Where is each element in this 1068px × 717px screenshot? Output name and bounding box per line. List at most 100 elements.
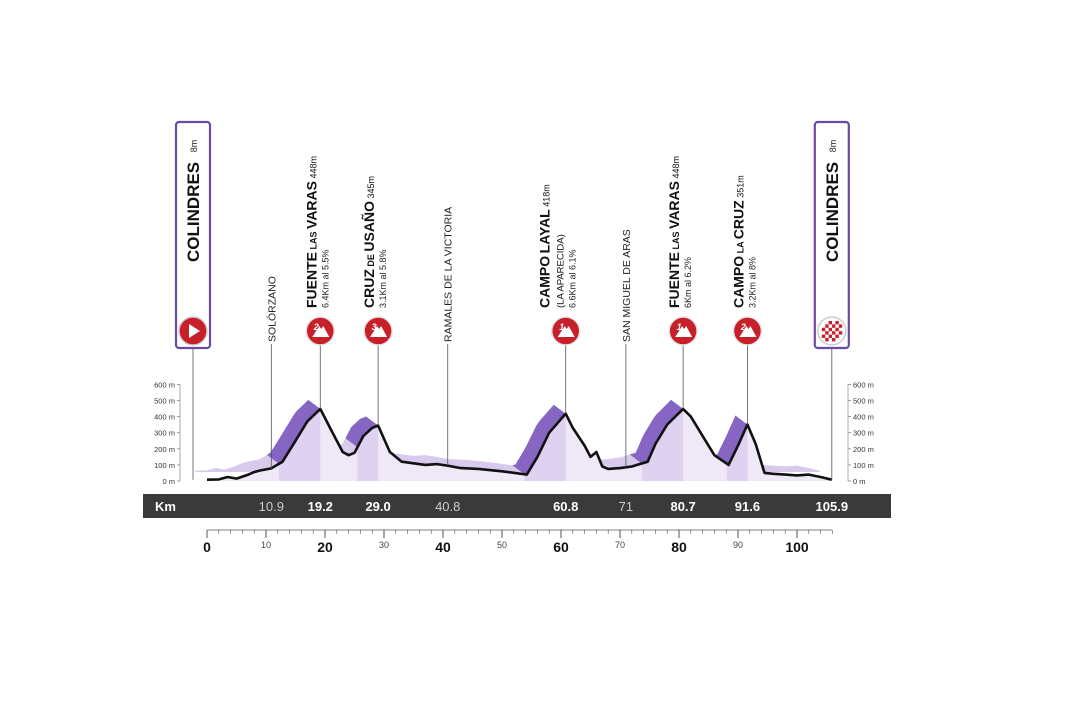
checker-cell — [832, 324, 836, 328]
play-triangle — [189, 324, 200, 338]
y-tick-label-right: 300 m — [853, 429, 874, 438]
y-tick-label-left: 500 m — [154, 397, 175, 406]
y-tick-label-right: 0 m — [853, 477, 866, 486]
y-tick-label-left: 100 m — [154, 461, 175, 470]
climb-name-part3: VARAS — [303, 181, 319, 229]
checker-cell — [825, 338, 829, 342]
climb-name-part1: FUENTE — [666, 252, 682, 308]
finish-marker-alt: 8m — [828, 140, 838, 153]
climb-wash-4 — [641, 408, 684, 481]
km-bar-label-7: 80.7 — [670, 499, 695, 514]
climb-sub-3: (LA APARECIDA) — [556, 234, 567, 308]
place-label-2: RAMALES DE LA VICTORIA — [443, 207, 455, 342]
y-tick-label-left: 0 m — [162, 477, 175, 486]
climb-name-1: FUENTE LAS VARAS 448m — [303, 156, 319, 308]
km-bar-group: Km 10.9 19.2 29.0 40.8 60.8 71 80.7 91.6 105.9 — [143, 494, 891, 518]
climb-name-part3: LAYAL — [537, 209, 553, 254]
x-tick-label-major: 80 — [671, 539, 687, 555]
finish-marker-frame — [813, 120, 850, 350]
climb-name-4: FUENTE LAS VARAS 448m — [666, 156, 682, 308]
km-bar-label-5: 60.8 — [553, 499, 578, 514]
y-tick-label-right: 600 m — [853, 380, 874, 389]
climb-wash-1 — [278, 408, 321, 481]
x-tick-label-minor: 50 — [497, 540, 507, 550]
climb-alt: 345m — [366, 176, 376, 201]
x-tick-label-major: 0 — [203, 539, 211, 555]
climb-band-4 — [629, 399, 684, 464]
mountain-glyph — [739, 326, 757, 337]
km-bar-title: Km — [155, 499, 176, 514]
mountain-glyph — [312, 326, 330, 337]
climb-name-part2: LAS — [671, 229, 681, 252]
place-label-3: SAN MIGUEL DE ARAS — [621, 229, 633, 342]
checker-cell — [825, 324, 829, 328]
x-tick-label-major: 100 — [785, 539, 809, 555]
x-tick-label-major: 60 — [553, 539, 569, 555]
profile-area — [207, 408, 832, 481]
checker-cell — [835, 327, 839, 332]
y-axis-group: 0 m 0 m 100 m 100 m 200 m 200 m 300 m 300 m 400 … — [154, 380, 874, 486]
climb-detail-3: 6.6Km al 6.1% — [568, 249, 578, 308]
x-tick-label-major: 20 — [317, 539, 333, 555]
km-bar-label-8: 91.6 — [735, 499, 760, 514]
climb-name-part3: USAÑO — [360, 201, 377, 252]
y-tick-label-left: 400 m — [154, 413, 175, 422]
label-group: COLINDRES 8m COLINDRES 8m SOLÓRZANO RAMALES D… — [174, 120, 850, 350]
km-bar-label-4: 40.8 — [435, 499, 460, 514]
climb-category: 3 — [372, 322, 377, 332]
y-tick-label-right: 400 m — [853, 413, 874, 422]
checker-cell — [825, 331, 829, 335]
climb-alt: 351m — [735, 175, 745, 200]
y-tick-label-left: 200 m — [154, 445, 175, 454]
climb-detail-5: 3.2Km al 8% — [747, 257, 757, 308]
x-tick-label-minor: 70 — [615, 540, 625, 550]
climb-name-part2: DE — [366, 252, 376, 270]
finish-marker-name: COLINDRES — [823, 162, 842, 262]
checker-cell — [821, 334, 826, 338]
mountain-glyph — [557, 326, 575, 337]
climb-alt: 418m — [542, 184, 552, 209]
place-label-1: SOLÓRZANO — [265, 276, 278, 342]
climb-name-part2: LAS — [308, 229, 318, 252]
climb-detail-1: 6.4Km al 5.5% — [320, 249, 330, 308]
climb-band-3 — [512, 404, 566, 475]
climb-name-part1: CRUZ — [361, 269, 377, 308]
climb-category: 2 — [313, 322, 319, 332]
climb-detail-4: 6Km al 6.2% — [683, 257, 693, 308]
km-bar — [143, 494, 891, 518]
y-tick-label-right: 100 m — [853, 461, 874, 470]
climb-name-3: CAMPO LAYAL 418m — [537, 184, 553, 308]
climb-category: 2 — [740, 322, 746, 332]
y-tick-label-right: 500 m — [853, 397, 874, 406]
mountain-glyph — [675, 326, 693, 337]
climb-wash-3 — [524, 413, 566, 481]
climb-name-part3: VARAS — [666, 181, 682, 229]
reference-lines — [192, 344, 833, 480]
x-tick-label-minor: 90 — [733, 540, 743, 550]
checker-cell — [832, 331, 836, 335]
climb-band-5 — [714, 415, 748, 465]
checker-cell — [821, 327, 826, 332]
start-marker-frame — [174, 120, 212, 350]
climb-alt: 448m — [308, 156, 318, 181]
y-tick-label-left: 300 m — [154, 429, 175, 438]
climb-name-part1: CAMPO — [730, 256, 746, 308]
checker-cell — [832, 338, 836, 342]
checker-cell — [838, 331, 843, 335]
start-marker-alt: 8m — [189, 140, 199, 153]
x-tick-label-minor: 10 — [261, 540, 271, 550]
checker-cell — [828, 321, 833, 325]
start-marker-name: COLINDRES — [184, 162, 203, 262]
x-tick-label-major: 40 — [435, 539, 451, 555]
profile-fill-group — [195, 399, 833, 481]
checker-cell — [835, 334, 839, 338]
climb-3: CAMPO LAYAL 418m(LA APARECIDA) 6.6Km al 6… — [537, 184, 581, 346]
x-tick-label-minor: 30 — [379, 540, 389, 550]
climb-name-5: CAMPO LA CRUZ 351m — [730, 175, 746, 308]
km-bar-label-6: 71 — [619, 499, 633, 514]
climb-name-part3: CRUZ — [730, 200, 746, 239]
